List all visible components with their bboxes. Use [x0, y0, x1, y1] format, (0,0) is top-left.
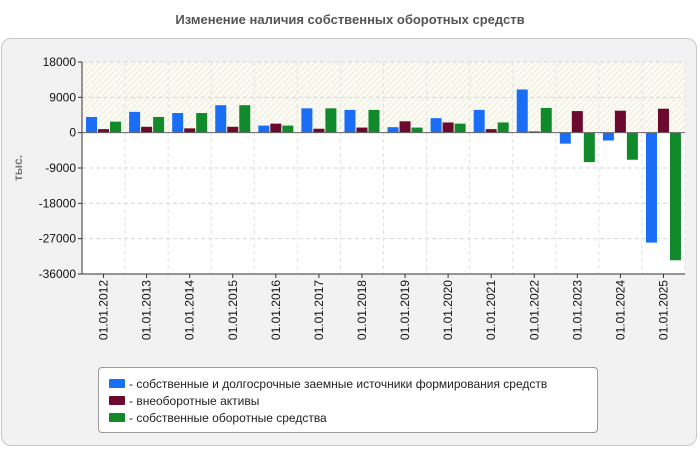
bar-sources	[602, 132, 614, 141]
x-tick-label: 01.01.2025	[656, 280, 670, 340]
bar-sources	[430, 118, 442, 133]
bar-noncurrent-assets	[98, 129, 110, 133]
legend-swatch-sources	[109, 379, 125, 388]
bar-noncurrent-assets	[614, 110, 626, 133]
y-axis-title: тыс.	[11, 155, 25, 181]
bar-sources	[473, 109, 485, 133]
bar-noncurrent-assets	[399, 121, 411, 133]
y-tick-label: -18000	[39, 196, 77, 210]
bar-working-capital	[196, 113, 208, 133]
legend-item-working-capital: - собственные оборотные средства	[109, 409, 597, 426]
legend-swatch-working-capital	[109, 413, 125, 422]
y-tick-label: 9000	[49, 90, 76, 104]
x-tick-label: 01.01.2020	[441, 280, 455, 340]
bar-working-capital	[540, 107, 552, 133]
bar-noncurrent-assets	[485, 129, 497, 133]
bar-noncurrent-assets	[528, 131, 540, 133]
bar-sources	[344, 109, 356, 133]
bar-noncurrent-assets	[227, 126, 239, 133]
x-tick-label: 01.01.2016	[269, 280, 283, 340]
x-tick-label: 01.01.2012	[97, 280, 111, 340]
y-tick-label: -36000	[39, 267, 77, 281]
bar-working-capital	[239, 105, 251, 133]
bar-working-capital	[497, 122, 509, 133]
bar-sources	[258, 125, 270, 133]
bar-sources	[645, 132, 657, 243]
bar-working-capital	[411, 127, 423, 133]
legend-swatch-noncurrent-assets	[109, 396, 125, 405]
x-tick-label: 01.01.2021	[484, 280, 498, 340]
bar-working-capital	[153, 116, 165, 133]
x-tick-label: 01.01.2018	[355, 280, 369, 340]
y-tick-label: -27000	[39, 232, 77, 246]
legend-label-sources: - собственные и долгосрочные заемные ист…	[129, 376, 548, 391]
x-tick-label: 01.01.2023	[570, 280, 584, 340]
bar-working-capital	[325, 108, 337, 133]
bar-noncurrent-assets	[442, 122, 454, 133]
bar-working-capital	[110, 121, 122, 133]
bar-working-capital	[583, 132, 595, 163]
bar-working-capital	[368, 109, 380, 133]
bar-sources	[129, 111, 141, 133]
bar-noncurrent-assets	[184, 128, 196, 133]
y-tick-label: -9000	[45, 161, 76, 175]
legend-label-noncurrent-assets: - внеоборотные активы	[129, 393, 260, 408]
bar-sources	[301, 108, 313, 133]
bar-working-capital	[626, 132, 638, 160]
legend-label-working-capital: - собственные оборотные средства	[129, 410, 327, 425]
bar-noncurrent-assets	[356, 127, 368, 133]
bar-sources	[215, 105, 227, 133]
bar-noncurrent-assets	[141, 126, 153, 133]
x-tick-label: 01.01.2024	[613, 280, 627, 340]
bar-noncurrent-assets	[313, 128, 325, 133]
bar-noncurrent-assets	[270, 123, 282, 133]
legend: - собственные и долгосрочные заемные ист…	[98, 367, 598, 433]
chart-title: Изменение наличия собственных оборотных …	[175, 12, 525, 27]
bar-working-capital	[454, 123, 466, 133]
x-tick-label: 01.01.2014	[183, 280, 197, 340]
x-tick-label: 01.01.2013	[140, 280, 154, 340]
x-tick-label: 01.01.2019	[398, 280, 412, 340]
bar-sources	[516, 89, 528, 133]
bar-noncurrent-assets	[571, 111, 583, 133]
bar-working-capital	[282, 125, 294, 133]
x-tick-label: 01.01.2022	[527, 280, 541, 340]
x-tick-label: 01.01.2015	[226, 280, 240, 340]
y-tick-label: 0	[69, 126, 76, 140]
legend-item-sources: - собственные и долгосрочные заемные ист…	[109, 375, 597, 392]
y-tick-label: 18000	[43, 55, 77, 69]
bar-sources	[559, 132, 571, 144]
legend-item-noncurrent-assets: - внеоборотные активы	[109, 392, 597, 409]
bar-sources	[86, 116, 98, 133]
bar-sources	[387, 127, 399, 133]
bar-sources	[172, 113, 184, 133]
bar-noncurrent-assets	[657, 108, 669, 133]
x-tick-label: 01.01.2017	[312, 280, 326, 340]
bar-working-capital	[669, 132, 681, 261]
